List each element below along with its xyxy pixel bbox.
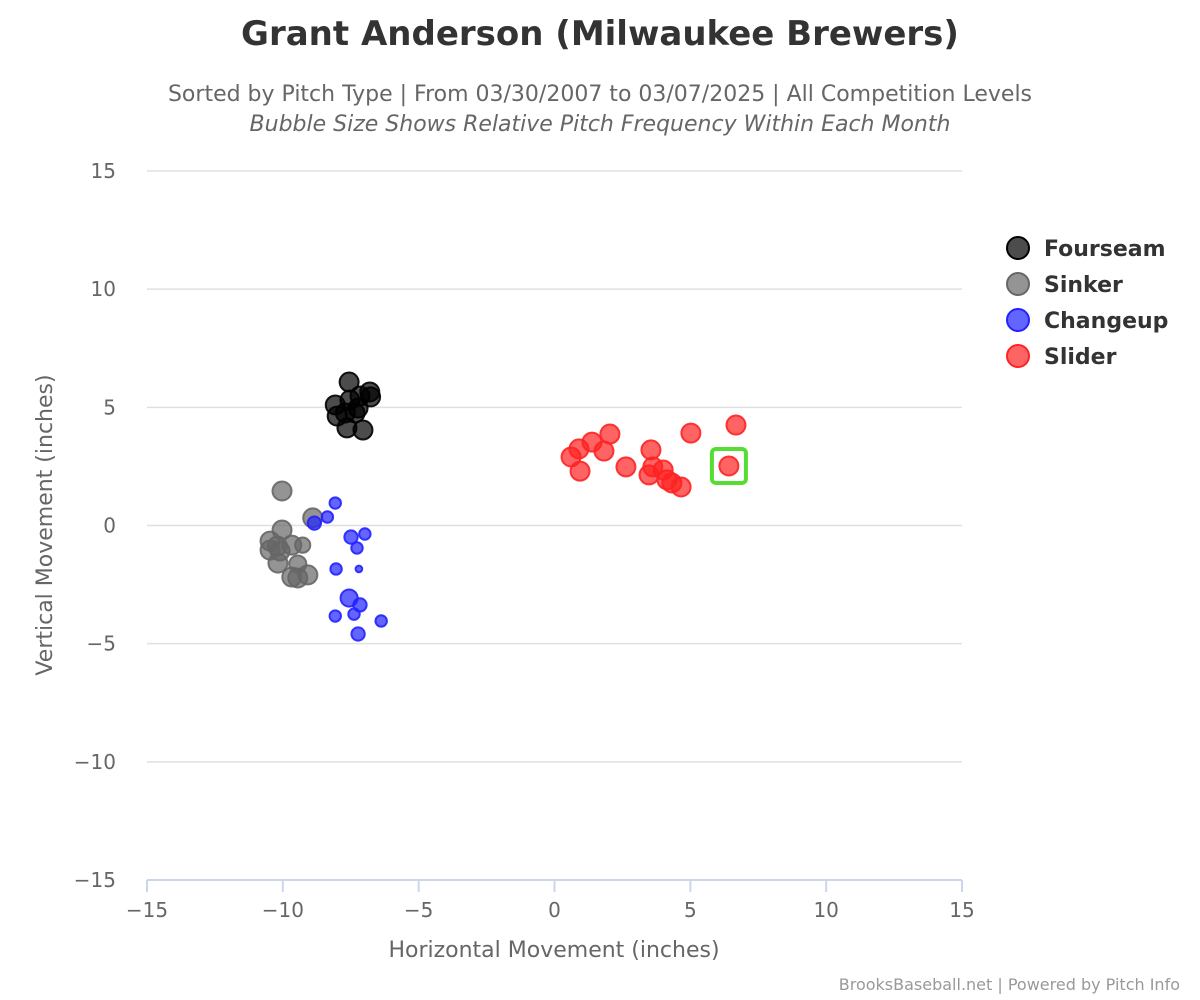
chart-subtitle-note: Bubble Size Shows Relative Pitch Frequen…	[249, 112, 951, 137]
x-tick-label: 10	[813, 898, 838, 922]
data-point-sinker[interactable]	[297, 564, 319, 586]
legend-item-fourseam[interactable]: Fourseam	[1006, 236, 1166, 262]
data-point-sinker[interactable]	[269, 540, 291, 562]
data-point-fourseam[interactable]	[352, 419, 374, 441]
data-point-changeup[interactable]	[328, 609, 342, 623]
x-axis-title: Horizontal Movement (inches)	[388, 938, 719, 963]
legend-marker	[1006, 344, 1030, 368]
x-tick-label: −10	[262, 898, 304, 922]
credits[interactable]: BrooksBaseball.net | Powered by Pitch In…	[838, 975, 1180, 994]
series-sinker	[259, 480, 324, 589]
y-tick-label: −5	[87, 632, 116, 656]
data-point-changeup[interactable]	[350, 541, 364, 555]
highlight-box	[709, 446, 748, 485]
data-point-slider[interactable]	[640, 439, 662, 461]
legend-label: Fourseam	[1044, 237, 1166, 262]
data-point-changeup[interactable]	[343, 529, 359, 545]
series-slider	[560, 414, 747, 498]
x-tick-label: 0	[548, 898, 561, 922]
y-tick-label: 15	[91, 159, 116, 183]
y-tick-label: 10	[91, 277, 116, 301]
data-point-fourseam[interactable]	[344, 402, 366, 424]
y-tick-label: 5	[103, 395, 116, 419]
x-tick-label: 5	[684, 898, 697, 922]
series-changeup	[306, 496, 388, 642]
data-point-changeup[interactable]	[306, 515, 322, 531]
data-point-changeup[interactable]	[358, 527, 372, 541]
y-axis-title: Vertical Movement (inches)	[33, 374, 58, 675]
data-point-sinker[interactable]	[271, 480, 293, 502]
data-point-sinker[interactable]	[294, 536, 312, 554]
data-point-changeup[interactable]	[328, 496, 342, 510]
data-point-changeup[interactable]	[350, 626, 366, 642]
chart-title: Grant Anderson (Milwaukee Brewers)	[241, 14, 959, 54]
legend-marker	[1006, 272, 1030, 296]
data-point-slider[interactable]	[615, 456, 637, 478]
y-tick-label: −10	[74, 750, 116, 774]
data-point-changeup[interactable]	[347, 607, 361, 621]
data-point-slider[interactable]	[599, 423, 621, 445]
x-tick-label: −15	[126, 898, 168, 922]
x-tick-label: −5	[404, 898, 433, 922]
series-fourseam	[324, 371, 382, 441]
y-tick-label: 0	[103, 514, 116, 538]
legend-item-changeup[interactable]: Changeup	[1006, 308, 1168, 334]
chart-subtitle: Sorted by Pitch Type | From 03/30/2007 t…	[167, 82, 1033, 107]
data-point-slider[interactable]	[569, 460, 591, 482]
legend-label: Slider	[1044, 345, 1117, 370]
data-point-slider[interactable]	[725, 414, 747, 436]
y-tick-label: −15	[74, 868, 116, 892]
data-point-slider[interactable]	[680, 422, 702, 444]
legend-marker	[1006, 308, 1030, 332]
legend-label: Changeup	[1044, 309, 1168, 334]
data-point-changeup[interactable]	[374, 614, 388, 628]
x-tick-label: 15	[949, 898, 974, 922]
legend-item-slider[interactable]: Slider	[1006, 344, 1117, 370]
data-point-changeup[interactable]	[320, 510, 335, 524]
data-point-slider[interactable]	[670, 476, 692, 498]
data-point-slider[interactable]	[718, 455, 740, 477]
data-point-changeup[interactable]	[354, 564, 364, 574]
legend-label: Sinker	[1044, 273, 1123, 298]
legend-marker	[1006, 236, 1030, 260]
data-point-fourseam[interactable]	[349, 385, 371, 407]
data-point-changeup[interactable]	[329, 562, 343, 576]
legend-item-sinker[interactable]: Sinker	[1006, 272, 1123, 298]
